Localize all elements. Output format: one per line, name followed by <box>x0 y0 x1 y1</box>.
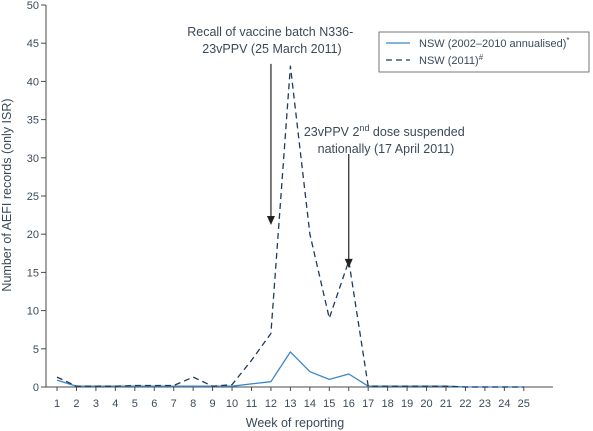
x-tick-label: 6 <box>151 398 157 410</box>
x-tick-label: 14 <box>304 398 316 410</box>
x-tick-label: 10 <box>226 398 238 410</box>
y-tick-label: 50 <box>27 0 39 12</box>
y-tick-label: 15 <box>27 267 39 279</box>
x-axis-title: Week of reporting <box>246 416 344 430</box>
x-tick-label: 11 <box>246 398 257 410</box>
x-tick-label: 18 <box>382 398 394 410</box>
x-tick-label: 15 <box>323 398 335 410</box>
annotations <box>266 63 353 268</box>
y-tick-label: 5 <box>33 344 39 356</box>
annotation-arrowhead-0 <box>266 216 275 226</box>
x-tick-label: 19 <box>401 398 413 410</box>
y-tick-label: 30 <box>27 153 39 165</box>
x-tick-label: 17 <box>362 398 374 410</box>
legend-box <box>378 31 590 73</box>
x-tick-label: 22 <box>459 398 471 410</box>
legend-label-series-1: NSW (2011)# <box>419 53 484 67</box>
legend-label-series-0: NSW (2002–2010 annualised)* <box>419 36 570 50</box>
x-tick-label: 2 <box>73 398 79 410</box>
series-line-1 <box>56 65 524 388</box>
y-tick-label: 45 <box>27 38 39 50</box>
annotation-arrowhead-1 <box>344 258 353 268</box>
y-tick-label: 10 <box>27 306 39 318</box>
x-tick-label: 1 <box>54 398 60 410</box>
x-tick-label: 24 <box>498 398 510 410</box>
series-line-0 <box>56 351 524 388</box>
x-tick-label: 8 <box>190 398 196 410</box>
x-tick-label: 7 <box>171 398 177 410</box>
x-tick-label: 5 <box>132 398 138 410</box>
y-tick-label: 20 <box>27 229 39 241</box>
x-tick-label: 20 <box>420 398 432 410</box>
legend: NSW (2002–2010 annualised)* NSW (2011)# <box>378 31 590 73</box>
x-tick-label: 16 <box>343 398 355 410</box>
annotation-suspended-text: 23vPPV 2nd dose suspended nationally (17… <box>304 123 468 156</box>
series-group <box>56 65 524 388</box>
x-tick-label: 9 <box>210 398 216 410</box>
y-axis-title: Number of AEFI records (only ISR) <box>0 98 14 291</box>
y-tick-label: 40 <box>27 76 39 88</box>
x-tick-label: 13 <box>284 398 296 410</box>
y-tick-label: 25 <box>27 191 39 203</box>
x-tick-label: 12 <box>265 398 277 410</box>
x-tick-label: 3 <box>93 398 99 410</box>
x-tick-label: 23 <box>479 398 491 410</box>
x-tick-label: 21 <box>440 398 452 410</box>
annotation-recall-text: Recall of vaccine batch N336- 23vPPV (25… <box>187 25 357 56</box>
y-tick-label: 35 <box>27 115 39 127</box>
y-tick-label: 0 <box>33 382 39 394</box>
x-tick-label: 4 <box>112 398 118 410</box>
x-tick-label: 25 <box>518 398 530 410</box>
